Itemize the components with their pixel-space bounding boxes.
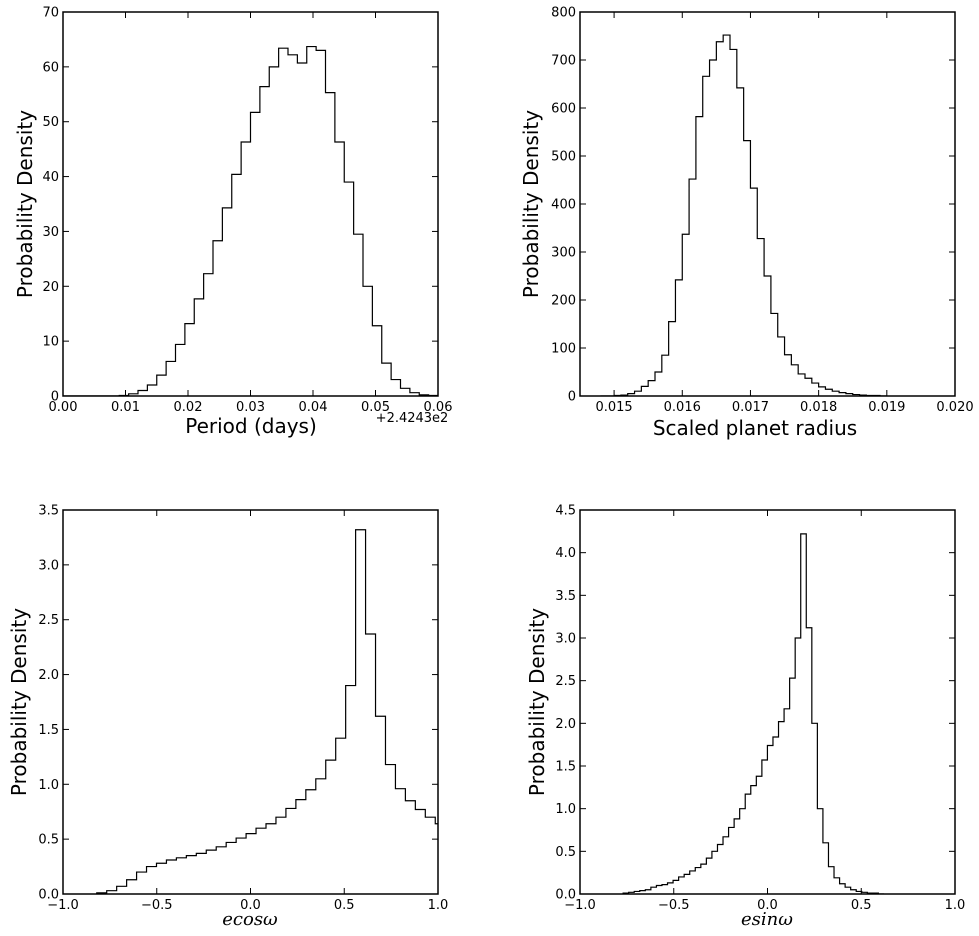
ecosw-xtick-label: 0.0	[240, 898, 261, 913]
period-histogram-panel: Probability Density Period (days) +2.424…	[13, 6, 452, 439]
period-axes-frame	[62, 11, 439, 397]
period-ytick-label: 70	[42, 6, 59, 21]
ecosw-xlabel: ecosω	[222, 909, 278, 930]
ecosw-xtick-label: −1.0	[47, 898, 79, 913]
radius-xtick-label: 0.018	[800, 400, 837, 415]
esinw-histogram-series	[622, 533, 884, 894]
period-offset-text: +2.4243e2	[376, 411, 449, 426]
esinw-xlabel: esinω	[741, 909, 793, 930]
period-xtick-label: 0.03	[236, 400, 265, 415]
radius-histogram-panel: Probability Density Scaled planet radius…	[519, 6, 974, 441]
esinw-ytick-label: 1.0	[555, 802, 576, 817]
esinw-ytick-label: 0.5	[555, 845, 576, 860]
period-ytick-label: 20	[42, 280, 59, 295]
period-xlabel: Period (days)	[185, 414, 317, 438]
ecosw-ytick-label: 3.5	[38, 504, 59, 519]
radius-xtick-label: 0.015	[595, 400, 632, 415]
radius-axes-frame	[579, 11, 956, 397]
period-ytick-label: 10	[42, 335, 59, 350]
esinw-xtick-label: 0.5	[851, 898, 872, 913]
esinw-xtick-label: −1.0	[564, 898, 596, 913]
esinw-ytick-label: 1.5	[555, 760, 576, 775]
ecosw-histogram-panel: Probability Density ecosω −1.0 −0.5 0.0 0.5…	[7, 504, 449, 931]
period-xtick-label: 0.01	[111, 400, 140, 415]
esinw-ytick-label: 4.5	[555, 504, 576, 519]
period-histogram-series	[63, 45, 438, 396]
ecosw-ytick-label: 0.5	[38, 833, 59, 848]
radius-ytick-label: 300	[551, 246, 576, 261]
esinw-ylabel: Probability Density	[525, 608, 549, 796]
esinw-histogram-panel: Probability Density esinω −1.0 −0.5 0.0 0.5…	[525, 504, 965, 931]
period-xtick-label: 0.00	[49, 400, 78, 415]
ecosw-ytick-label: 1.0	[38, 778, 59, 793]
period-ytick-label: 50	[42, 115, 59, 130]
ecosw-histogram-series	[96, 529, 438, 894]
radius-xtick-label: 0.016	[664, 400, 701, 415]
radius-xtick-label: 0.019	[868, 400, 905, 415]
ecosw-xtick-label: 1.0	[428, 898, 449, 913]
esinw-ytick-label: 2.5	[555, 674, 576, 689]
esinw-xtick-label: −0.5	[658, 898, 690, 913]
period-ytick-label: 0	[51, 390, 59, 405]
radius-xlabel: Scaled planet radius	[653, 416, 857, 440]
ecosw-ytick-label: 2.0	[38, 668, 59, 683]
period-ytick-label: 40	[42, 170, 59, 185]
radius-ytick-label: 500	[551, 150, 576, 165]
radius-ytick-label: 600	[551, 102, 576, 117]
ecosw-ytick-label: 0.0	[38, 888, 59, 903]
esinw-xtick-label: 1.0	[945, 898, 966, 913]
radius-histogram-series	[600, 34, 887, 396]
radius-ytick-label: 700	[551, 54, 576, 69]
period-ytick-label: 60	[42, 60, 59, 75]
esinw-ytick-label: 3.0	[555, 632, 576, 647]
radius-ytick-label: 800	[551, 6, 576, 21]
ecosw-axes-frame	[62, 509, 439, 895]
ecosw-ylabel: Probability Density	[7, 608, 31, 796]
ecosw-xtick-label: 0.5	[334, 898, 355, 913]
period-xtick-label: 0.02	[174, 400, 203, 415]
ecosw-ytick-label: 1.5	[38, 723, 59, 738]
period-ylabel: Probability Density	[13, 110, 37, 298]
radius-xtick-label: 0.020	[936, 400, 973, 415]
period-xtick-label: 0.04	[299, 400, 328, 415]
radius-ylabel: Probability Density	[519, 110, 543, 298]
ecosw-ytick-label: 2.5	[38, 613, 59, 628]
ecosw-xtick-label: −0.5	[141, 898, 173, 913]
period-xtick-label: 0.06	[424, 400, 453, 415]
esinw-ytick-label: 4.0	[555, 546, 576, 561]
period-xtick-label: 0.05	[361, 400, 390, 415]
esinw-axes-frame	[579, 509, 956, 895]
esinw-ytick-label: 2.0	[555, 717, 576, 732]
radius-ytick-label: 400	[551, 198, 576, 213]
esinw-ytick-label: 0.0	[555, 888, 576, 903]
radius-ytick-label: 200	[551, 294, 576, 309]
ecosw-ytick-label: 3.0	[38, 558, 59, 573]
radius-ytick-label: 100	[551, 342, 576, 357]
radius-ytick-label: 0	[568, 390, 576, 405]
radius-xtick-label: 0.017	[732, 400, 769, 415]
esinw-xtick-label: 0.0	[757, 898, 778, 913]
period-ytick-label: 30	[42, 225, 59, 240]
esinw-ytick-label: 3.5	[555, 589, 576, 604]
